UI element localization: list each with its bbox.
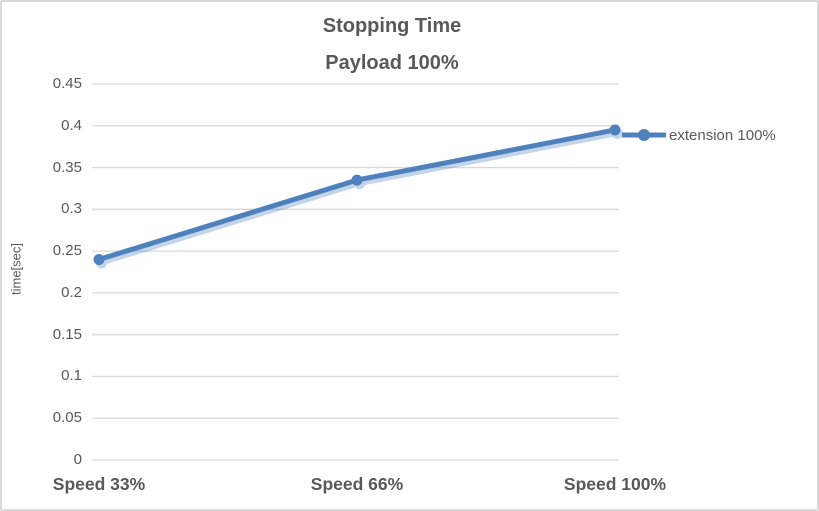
data-point-marker — [609, 124, 621, 136]
y-axis-tick-label: 0.45 — [52, 75, 82, 92]
y-axis-tick-label: 0.4 — [61, 116, 82, 134]
y-axis-tick-label: 0.15 — [52, 325, 82, 343]
x-axis-category-label: Speed 66% — [310, 474, 404, 494]
series-line-shadow — [96, 127, 623, 269]
chart-title-line1: Stopping Time — [322, 15, 462, 37]
y-axis-tick-label: 0.35 — [52, 158, 82, 176]
data-point-marker — [351, 174, 363, 186]
x-axis-category-label: Speed 33% — [52, 474, 146, 494]
y-axis-tick-label: 0.1 — [61, 367, 82, 385]
y-axis-tick-label: 0.3 — [61, 200, 82, 218]
chart-title: Stopping Time Payload 100% — [92, 8, 692, 82]
chart-title-line2: Payload 100% — [325, 52, 459, 74]
y-axis-tick-label: 0.25 — [52, 242, 82, 260]
y-axis-tick-label: 0 — [73, 451, 82, 468]
data-point-marker — [93, 253, 105, 265]
y-axis-tick-label: 0.2 — [61, 283, 82, 301]
y-axis-tick-label: 0.05 — [52, 409, 82, 427]
legend-line-marker-icon — [622, 129, 666, 141]
x-axis-category-label: Speed 100% — [563, 474, 667, 494]
legend-label: extension 100% — [669, 126, 776, 144]
legend: extension 100% — [621, 122, 776, 148]
series-line — [93, 124, 621, 265]
